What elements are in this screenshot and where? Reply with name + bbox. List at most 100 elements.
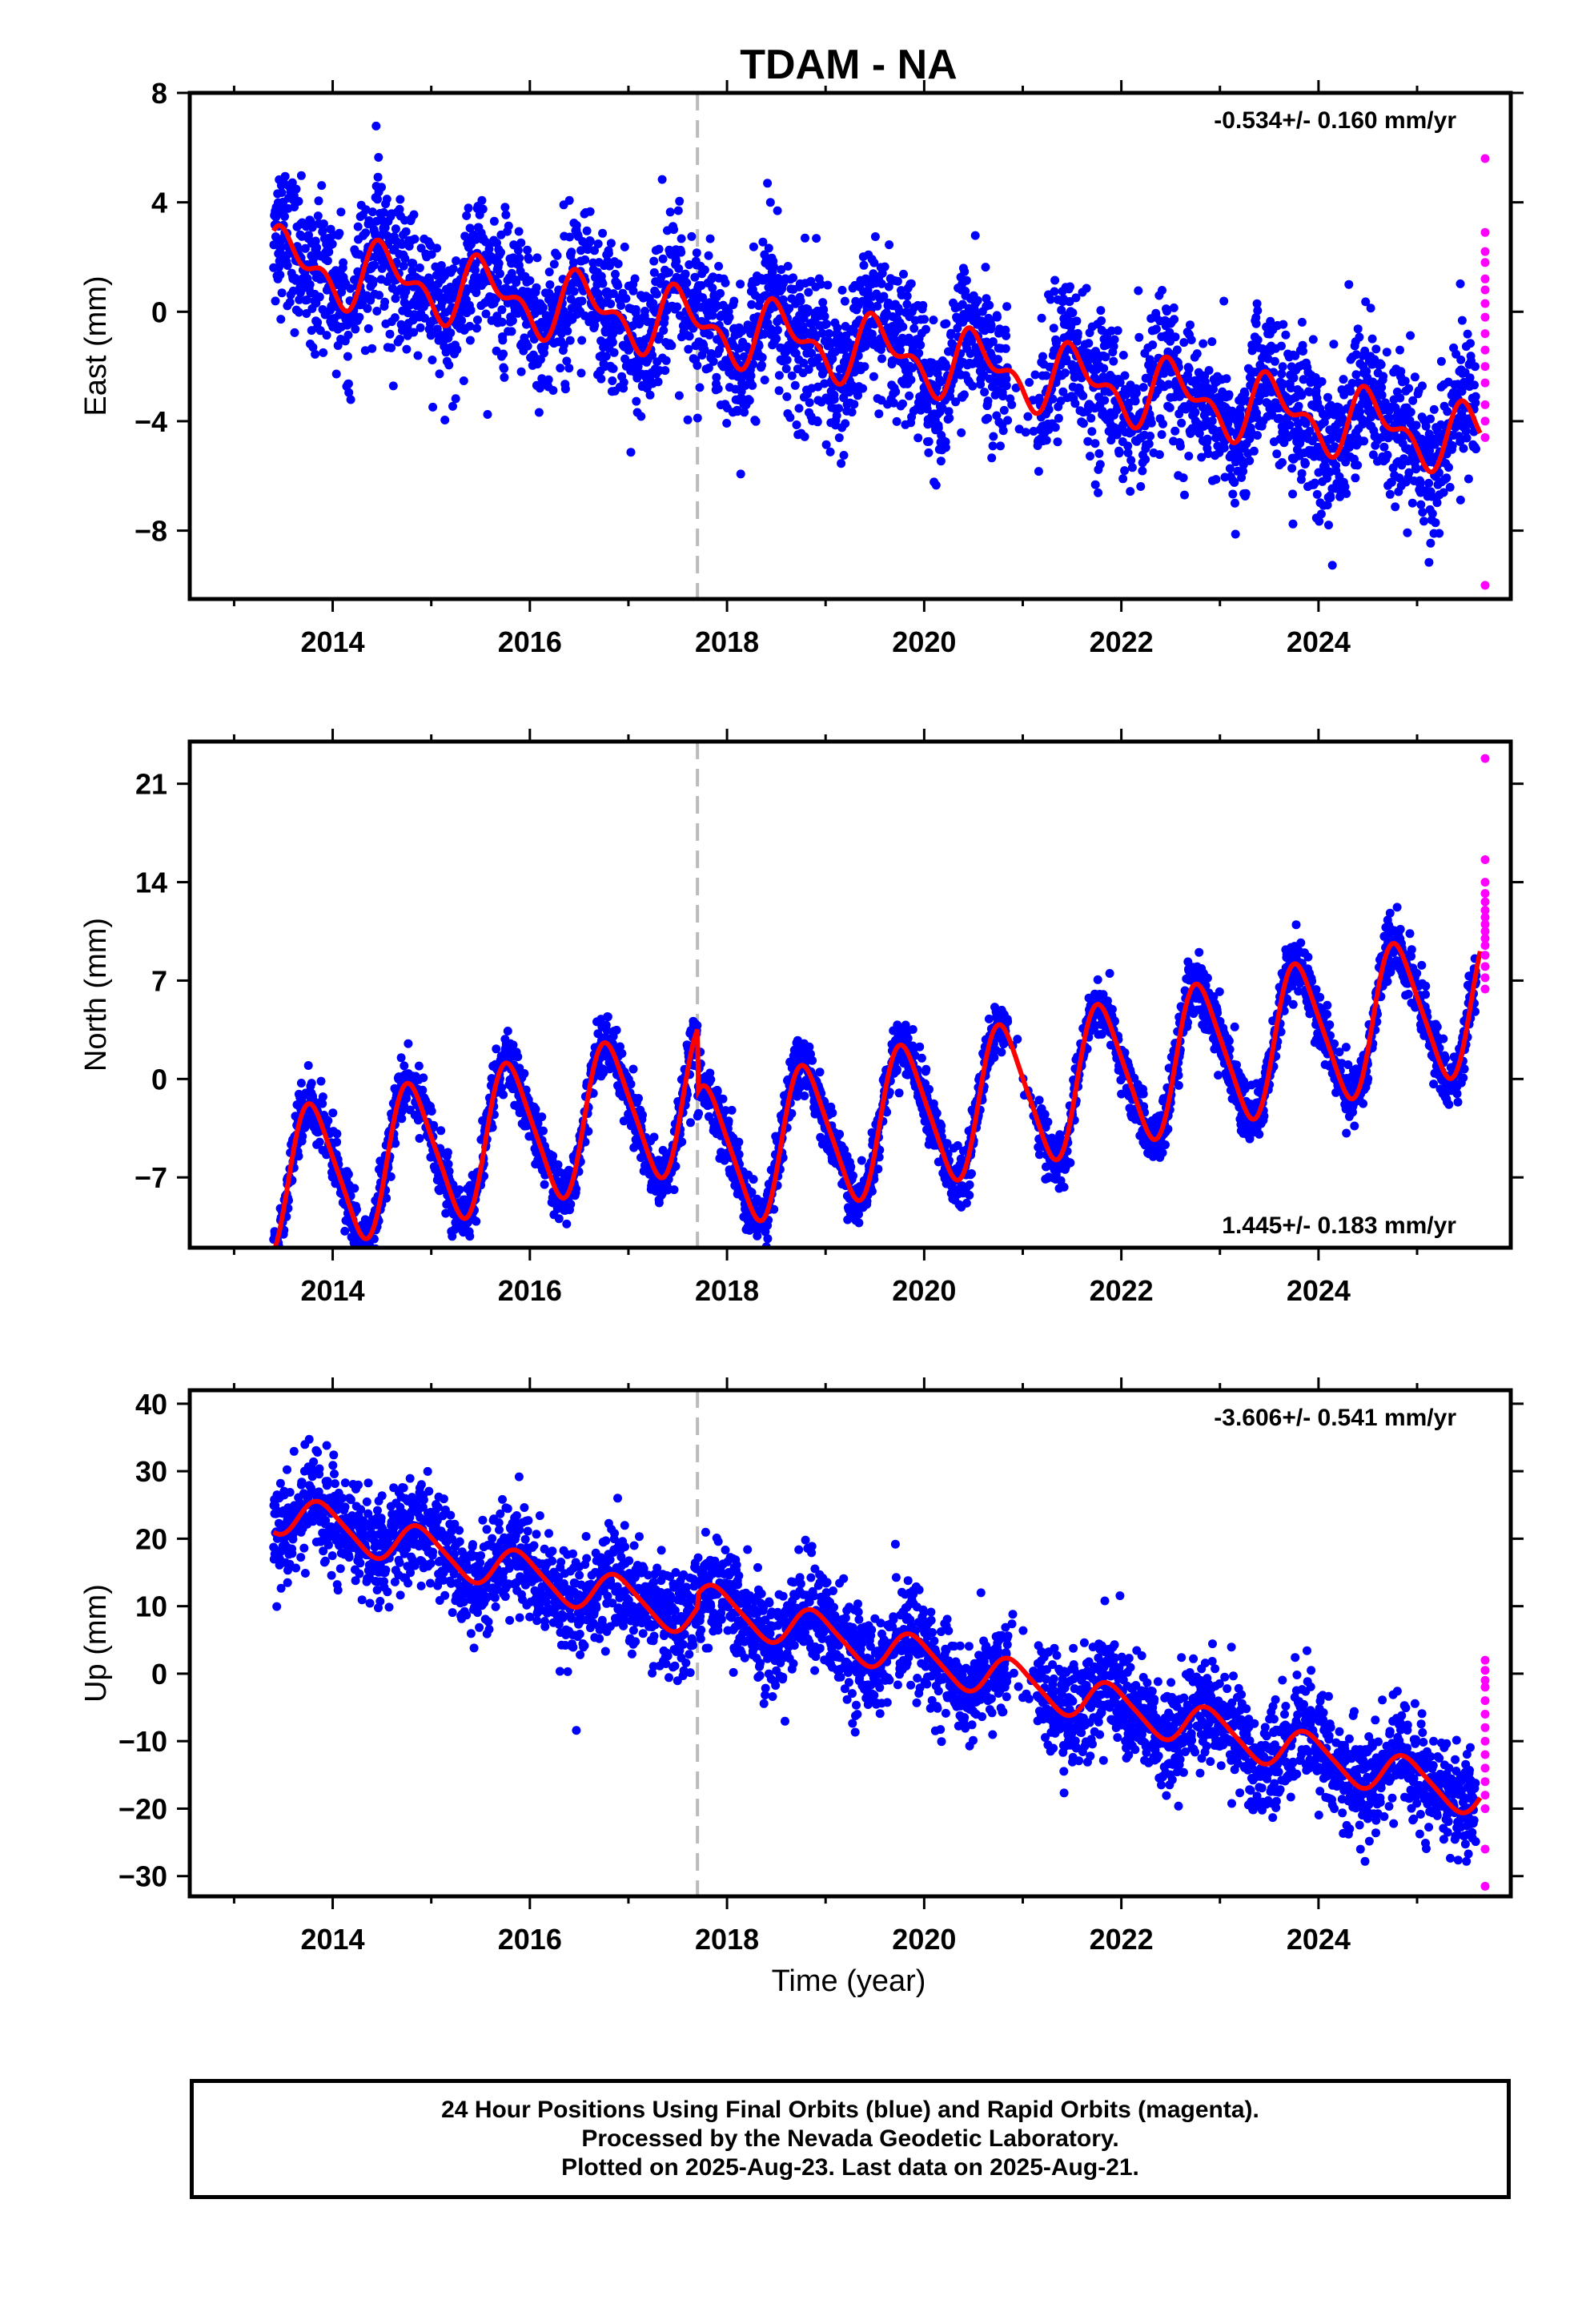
final-orbit-point	[772, 334, 781, 344]
final-orbit-point	[1158, 419, 1167, 428]
final-orbit-point	[270, 1275, 279, 1284]
final-orbit-point	[332, 1137, 342, 1147]
final-orbit-point	[1385, 489, 1395, 499]
final-orbit-point	[340, 1226, 350, 1236]
rapid-orbit-point	[1480, 285, 1490, 295]
final-orbit-point	[1068, 308, 1078, 318]
final-orbit-point	[1191, 408, 1200, 417]
rapid-orbit-point	[1480, 154, 1490, 163]
final-orbit-point	[544, 288, 554, 298]
final-orbit-point	[893, 276, 902, 286]
final-orbit-point	[1042, 436, 1051, 445]
final-orbit-point	[863, 286, 873, 296]
final-orbit-point	[859, 260, 869, 270]
final-orbit-point	[725, 312, 734, 322]
final-orbit-point	[443, 1148, 452, 1157]
final-orbit-point	[1447, 441, 1457, 450]
final-orbit-point	[427, 250, 436, 259]
final-orbit-point	[1281, 330, 1291, 340]
final-orbit-point	[590, 320, 600, 330]
final-orbit-point	[1316, 509, 1326, 519]
final-orbit-point	[1404, 384, 1414, 393]
final-orbit-point	[1377, 383, 1387, 392]
final-orbit-point	[773, 325, 782, 335]
final-orbit-point	[638, 1110, 647, 1120]
final-orbit-point	[1471, 392, 1480, 401]
east-data-layer	[269, 93, 1490, 599]
final-orbit-point	[428, 356, 437, 364]
final-orbit-point	[1053, 437, 1062, 447]
final-orbit-point	[1308, 335, 1318, 344]
final-orbit-point	[472, 288, 481, 297]
final-orbit-point	[698, 293, 708, 303]
final-orbit-point	[418, 1085, 428, 1095]
final-orbit-point	[608, 364, 618, 373]
final-orbit-point	[498, 336, 508, 345]
final-orbit-point	[1279, 320, 1288, 329]
final-orbit-point	[1278, 458, 1287, 467]
final-orbit-point	[751, 416, 761, 426]
final-orbit-point	[291, 184, 301, 194]
final-orbit-point	[1060, 368, 1070, 378]
final-orbit-point	[1090, 480, 1100, 489]
final-orbit-point	[391, 294, 400, 304]
final-orbit-point	[1346, 387, 1355, 396]
final-orbit-point	[539, 1126, 548, 1136]
final-orbit-point	[598, 228, 608, 238]
final-orbit-point	[1157, 430, 1166, 440]
final-orbit-point	[1219, 296, 1229, 306]
final-orbit-point	[415, 263, 424, 272]
final-orbit-point	[1241, 489, 1251, 498]
final-orbit-point	[1444, 463, 1453, 472]
final-orbit-point	[1127, 463, 1137, 472]
final-orbit-point	[988, 441, 998, 451]
final-orbit-point	[1003, 416, 1013, 425]
final-orbit-point	[873, 301, 882, 311]
final-orbit-point	[499, 1090, 508, 1100]
final-orbit-point	[812, 234, 821, 243]
final-orbit-point	[1457, 316, 1467, 325]
final-orbit-point	[303, 1061, 313, 1070]
final-orbit-point	[360, 346, 370, 356]
final-orbit-point	[1087, 427, 1097, 436]
x-tick-label: 2018	[695, 625, 759, 658]
final-orbit-point	[351, 324, 360, 334]
final-orbit-point	[1463, 329, 1472, 339]
final-orbit-point	[1288, 519, 1298, 529]
final-orbit-point	[934, 423, 943, 432]
final-orbit-point	[368, 1254, 377, 1263]
final-orbit-point	[1158, 286, 1166, 295]
final-orbit-point	[657, 175, 667, 184]
rapid-orbit-point	[1480, 258, 1490, 267]
final-orbit-point	[685, 332, 694, 341]
final-orbit-point	[409, 210, 419, 219]
final-orbit-point	[709, 356, 718, 366]
final-orbit-point	[466, 305, 476, 315]
final-orbit-point	[372, 307, 382, 316]
north-data-layer	[269, 742, 1490, 1284]
final-orbit-point	[332, 1129, 342, 1139]
final-orbit-point	[858, 384, 868, 393]
rapid-orbit-point	[1480, 432, 1490, 442]
final-orbit-point	[803, 304, 813, 314]
final-orbit-point	[317, 181, 327, 191]
final-orbit-point	[1376, 360, 1386, 369]
final-orbit-point	[280, 211, 289, 221]
final-orbit-point	[1424, 557, 1434, 567]
final-orbit-point	[891, 387, 901, 396]
final-orbit-point	[373, 195, 382, 204]
final-orbit-point	[1299, 347, 1307, 356]
final-orbit-point	[959, 390, 969, 400]
final-orbit-point	[1427, 509, 1437, 518]
final-orbit-point	[390, 313, 400, 323]
final-orbit-point	[1419, 517, 1428, 526]
final-orbit-point	[465, 1232, 475, 1241]
final-orbit-point	[1025, 378, 1034, 387]
final-orbit-point	[1007, 400, 1017, 409]
final-orbit-point	[1459, 444, 1468, 453]
final-orbit-point	[1192, 349, 1202, 359]
final-orbit-point	[564, 195, 574, 205]
final-orbit-point	[523, 341, 532, 351]
final-orbit-point	[853, 391, 862, 400]
